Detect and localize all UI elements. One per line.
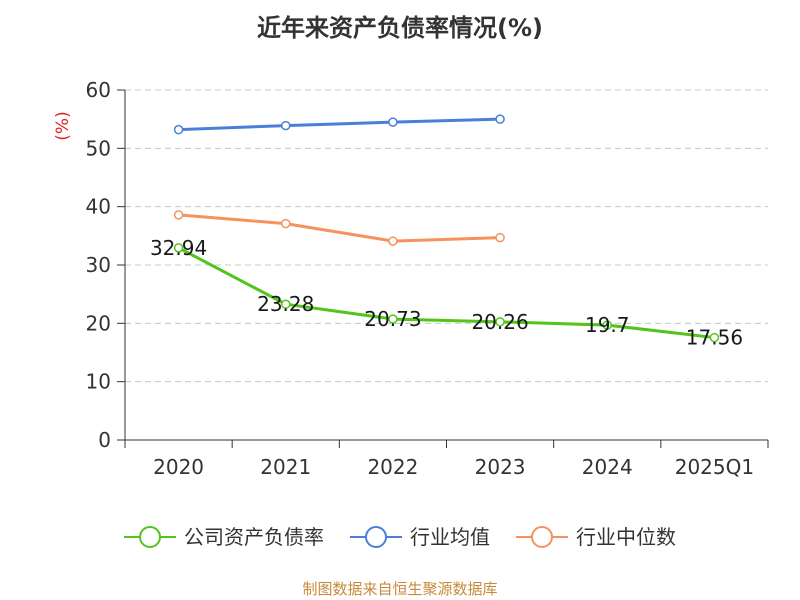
data-point (281, 299, 291, 309)
y-tick-label: 40 (86, 195, 111, 219)
data-label: 32.94 (150, 236, 207, 260)
series (173, 114, 720, 343)
y-tick-label: 0 (98, 428, 111, 452)
legend-marker (531, 526, 553, 548)
legend-item: 行业中位数 (516, 525, 676, 549)
y-tick-label: 50 (86, 136, 111, 160)
y-axis-label: (%) (53, 111, 73, 140)
legend: 公司资产负债率 行业均值 行业中位数 (124, 525, 676, 549)
data-point (388, 314, 398, 324)
data-point (173, 210, 184, 220)
data-point (709, 332, 720, 343)
y-tick-label: 20 (86, 311, 111, 335)
data-point (602, 320, 612, 330)
data-point (388, 236, 398, 246)
series-line-1 (177, 246, 715, 340)
y-tick-label: 60 (86, 78, 111, 102)
data-point (281, 218, 291, 229)
y-tick-label: 10 (86, 370, 111, 394)
series-line-2 (178, 117, 501, 132)
grid-lines (125, 89, 768, 383)
data-point (495, 232, 505, 243)
data-label: 20.26 (471, 310, 528, 334)
legend-item: 行业均值 (350, 525, 490, 549)
data-label: 17.56 (686, 326, 743, 350)
data-point (173, 124, 184, 135)
data-point (388, 117, 398, 127)
x-tick-label: 2025Q1 (675, 455, 754, 479)
data-point (173, 243, 184, 253)
legend-label: 公司资产负债率 (184, 525, 324, 549)
data-label: 23.28 (257, 292, 314, 316)
legend-label: 行业均值 (410, 525, 490, 549)
data-label: 19.7 (585, 313, 630, 337)
chart-title: 近年来资产负债率情况(%) (257, 14, 543, 42)
data-label: 20.73 (364, 307, 421, 331)
x-tick-label: 2021 (260, 455, 311, 479)
legend-marker (139, 526, 161, 548)
x-tick-label: 2024 (582, 455, 633, 479)
legend-marker (365, 526, 387, 548)
data-point (495, 317, 505, 327)
series-line-3 (178, 213, 501, 243)
x-tick-label: 2020 (153, 455, 204, 479)
axes: 0 10 20 30 40 50 60 2020 2021 2022 2023 2024 2025Q1 (86, 78, 769, 479)
legend-item: 公司资产负债率 (124, 525, 324, 549)
y-tick-label: 30 (86, 253, 111, 277)
source-note: 制图数据来自恒生聚源数据库 (302, 580, 498, 598)
data-labels: 32.94 23.28 20.73 20.26 19.7 17.56 (150, 236, 743, 350)
data-point (281, 120, 291, 131)
x-tick-label: 2023 (475, 455, 526, 479)
x-tick-label: 2022 (367, 455, 418, 479)
legend-label: 行业中位数 (576, 525, 676, 549)
data-point (495, 114, 505, 124)
